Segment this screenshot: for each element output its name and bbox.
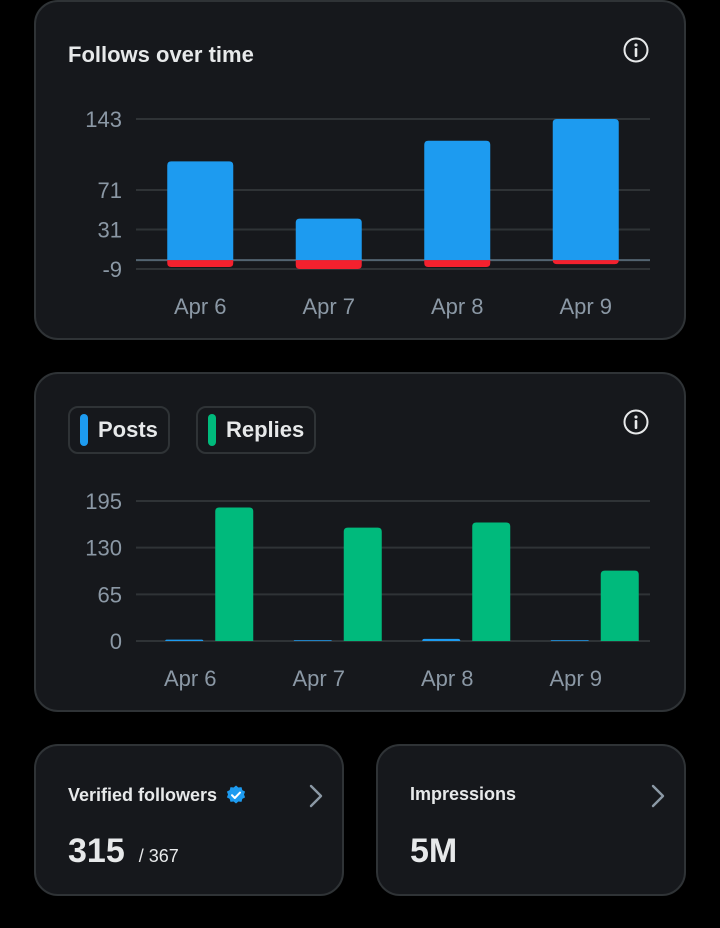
bar-posts	[293, 640, 332, 641]
x-tick-label: Apr 9	[549, 666, 602, 691]
bar-follows	[552, 119, 619, 261]
info-icon[interactable]	[622, 36, 650, 64]
verified-followers-total: / 367	[138, 846, 179, 866]
chevron-right-icon[interactable]	[648, 782, 668, 810]
y-tick-label: 0	[110, 629, 122, 654]
x-tick-label: Apr 8	[421, 666, 474, 691]
impressions-card[interactable]: Impressions 5M	[376, 744, 686, 896]
x-tick-label: Apr 8	[431, 294, 484, 319]
y-tick-label: -9	[102, 257, 122, 282]
bar-unfollows	[424, 260, 491, 268]
legend-posts-label: Posts	[98, 417, 158, 442]
impressions-value: 5M	[410, 832, 458, 870]
x-tick-label: Apr 6	[174, 294, 227, 319]
impressions-label: Impressions	[410, 784, 517, 804]
legend-replies-label: Replies	[226, 417, 305, 442]
bar-unfollows	[295, 260, 362, 269]
bar-follows	[424, 140, 491, 261]
bar-unfollows	[167, 260, 234, 268]
replies-swatch	[208, 414, 216, 446]
bar-unfollows	[552, 260, 619, 265]
bar-replies	[343, 527, 382, 641]
bar-posts	[165, 639, 204, 641]
bar-replies	[600, 570, 639, 641]
posts-replies-bar-chart: 195 130 65 0 Apr 6 Apr 7 Apr 8 Apr 9	[85, 489, 650, 691]
legend-replies[interactable]: Replies	[196, 406, 317, 454]
verified-followers-card[interactable]: Verified followers 315 / 367	[34, 744, 344, 896]
follows-bar-chart: 143 71 31 -9 Apr 6 Apr 7 Apr 8 Apr 9	[85, 107, 650, 319]
bar-follows	[295, 218, 362, 261]
legend-posts[interactable]: Posts	[68, 406, 170, 454]
y-tick-label: 71	[98, 178, 122, 203]
follows-chart-card: Follows over time 143 71 31 -9 Apr 6 Apr 7 Apr…	[34, 0, 686, 340]
x-tick-label: Apr 7	[302, 294, 355, 319]
y-tick-label: 195	[85, 489, 122, 514]
impressions-label-row: Impressions	[410, 784, 516, 805]
bar-follows	[167, 161, 234, 261]
bar-replies	[472, 522, 511, 641]
y-tick-label: 31	[98, 218, 122, 243]
bar-posts	[422, 638, 461, 641]
follows-chart-title: Follows over time	[68, 42, 254, 67]
impressions-value-row: 5M	[410, 832, 457, 871]
verified-followers-value: 315	[68, 832, 125, 870]
info-icon[interactable]	[622, 408, 650, 436]
y-tick-label: 130	[85, 536, 122, 561]
x-tick-label: Apr 9	[559, 294, 612, 319]
y-tick-label: 65	[98, 582, 122, 607]
bar-replies	[215, 507, 254, 641]
verified-followers-label: Verified followers	[68, 784, 218, 805]
y-tick-label: 143	[85, 107, 122, 132]
verified-followers-value-row: 315 / 367	[68, 832, 179, 871]
bar-posts	[550, 640, 589, 641]
x-tick-label: Apr 7	[292, 666, 345, 691]
posts-swatch	[80, 414, 88, 446]
verified-followers-label-row: Verified followers	[68, 784, 247, 806]
posts-replies-chart-card: Posts Replies 195 130 65 0 Apr 6 Apr 7 Apr 8 Ap…	[34, 372, 686, 712]
chevron-right-icon[interactable]	[306, 782, 326, 810]
verified-badge-icon	[226, 785, 246, 804]
x-tick-label: Apr 6	[164, 666, 217, 691]
